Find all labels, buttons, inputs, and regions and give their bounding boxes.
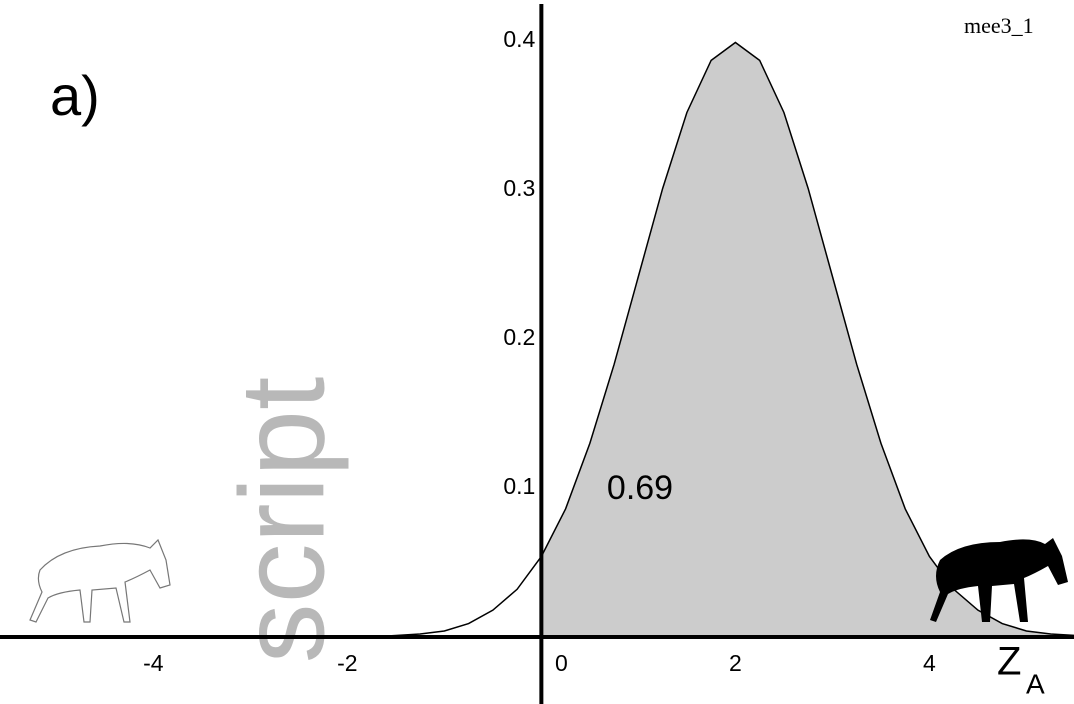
watermark: script (216, 377, 350, 664)
animal-outline (29, 538, 171, 623)
shade-layer (541, 42, 1074, 637)
x-tick-label: 4 (923, 650, 936, 676)
x-axis-label-subscript: A (1026, 668, 1045, 699)
shaded-area (541, 42, 1074, 637)
x-tick-label: 2 (729, 650, 742, 676)
annotation: 0.69 (607, 469, 673, 507)
y-tick-label: 0.2 (503, 324, 535, 350)
y-tick-label: 0.3 (503, 175, 535, 201)
panel-label: a) (50, 64, 100, 127)
corner-text: mee3_1 (964, 13, 1034, 38)
y-tick-label: 0.1 (503, 473, 535, 499)
x-tick-label: -4 (143, 650, 164, 676)
x-tick-label: -2 (337, 650, 357, 676)
x-tick-label: 0 (555, 650, 568, 676)
plot: -4 -2 0 2 4 0.1 0.2 0.3 0.4 (0, 4, 1074, 704)
x-axis-label: Z (997, 640, 1021, 684)
animal-silhouette (930, 538, 1068, 622)
y-tick-label: 0.4 (503, 26, 535, 52)
